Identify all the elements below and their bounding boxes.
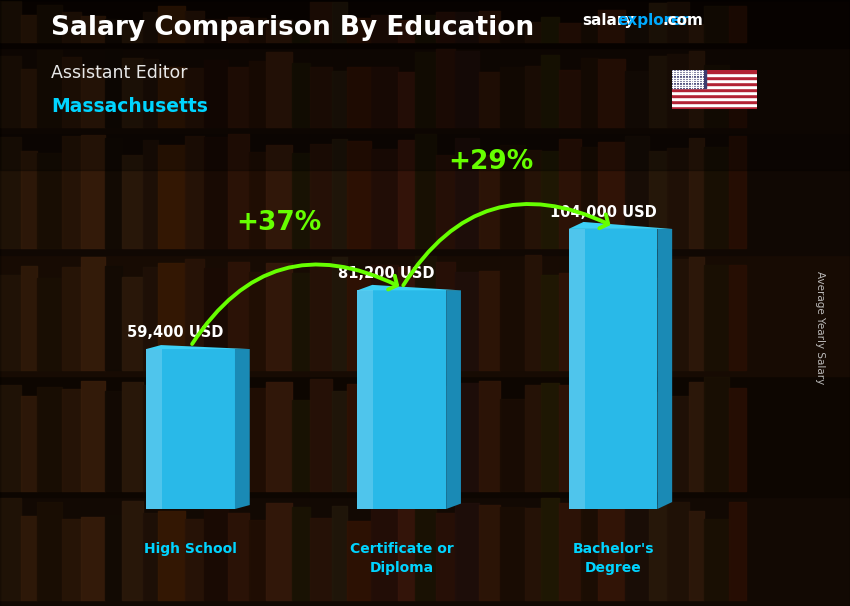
Bar (672, 97, 756, 100)
FancyBboxPatch shape (358, 290, 446, 509)
Text: Certificate or
Diploma: Certificate or Diploma (350, 542, 454, 575)
Bar (672, 106, 756, 109)
Bar (0, 376, 850, 497)
Bar (0, 497, 850, 606)
Bar (0, 133, 850, 255)
Text: Salary Comparison By Education: Salary Comparison By Education (51, 15, 534, 41)
Polygon shape (146, 345, 250, 349)
Bar (672, 100, 756, 103)
Polygon shape (146, 349, 162, 509)
Polygon shape (358, 285, 461, 290)
Bar (672, 70, 756, 73)
Polygon shape (446, 290, 461, 509)
Bar (0, 0, 850, 48)
Polygon shape (569, 222, 672, 229)
Text: .com: .com (662, 13, 703, 28)
Text: 81,200 USD: 81,200 USD (338, 266, 435, 281)
Bar (672, 85, 756, 88)
Bar (672, 103, 756, 106)
Bar (672, 91, 756, 94)
FancyBboxPatch shape (569, 229, 657, 509)
Bar (0, 48, 850, 133)
Text: +37%: +37% (236, 210, 322, 236)
Polygon shape (235, 349, 250, 509)
Bar (672, 88, 756, 91)
Text: +29%: +29% (448, 148, 533, 175)
Text: explorer: explorer (617, 13, 689, 28)
Polygon shape (0, 0, 850, 170)
Bar (672, 94, 756, 97)
Bar (672, 82, 756, 85)
Polygon shape (569, 229, 585, 509)
Text: Average Yearly Salary: Average Yearly Salary (815, 271, 825, 384)
Polygon shape (358, 290, 373, 509)
Text: 59,400 USD: 59,400 USD (128, 325, 224, 339)
Bar (672, 79, 756, 82)
Bar (672, 76, 756, 79)
FancyBboxPatch shape (146, 349, 235, 509)
Text: Assistant Editor: Assistant Editor (51, 64, 188, 82)
Bar (672, 70, 705, 88)
Text: 104,000 USD: 104,000 USD (550, 204, 656, 219)
Text: Massachusetts: Massachusetts (51, 97, 208, 116)
Bar (672, 73, 756, 76)
Text: salary: salary (582, 13, 635, 28)
Polygon shape (657, 229, 672, 509)
Text: Bachelor's
Degree: Bachelor's Degree (572, 542, 654, 575)
Text: High School: High School (144, 542, 237, 556)
Bar (0, 255, 850, 376)
